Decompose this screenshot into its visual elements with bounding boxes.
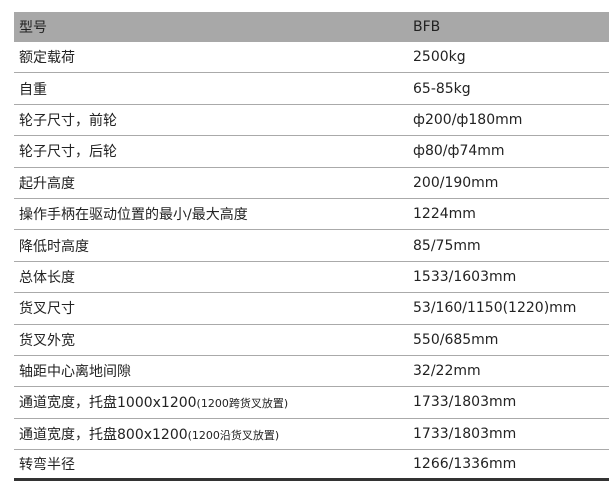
row-label: 货叉外宽 [14,330,413,350]
row-value: 1733/1803mm [413,394,517,411]
row-label: 轴距中心离地间隙 [14,361,413,381]
row-value: 85/75mm [413,237,481,254]
row-label-text: 货叉尺寸 [19,301,75,318]
spec-table: 型号 BFB 额定载荷 2500kg 自重 65-85kg 轮子尺寸，前轮 ф200/ф1… [14,12,609,482]
row-label: 轮子尺寸，前轮 [14,110,413,130]
table-row: 降低时高度 85/75mm [14,230,609,262]
row-value: 200/190mm [413,174,499,191]
row-label-text: 通道宽度，托盘800x1200 [19,426,188,443]
row-label-note: (1200跨货叉放置) [196,397,289,411]
row-label: 总体长度 [14,267,413,287]
row-label-text: 自重 [19,81,47,98]
table-row: 起升高度 200/190mm [14,168,609,199]
row-value: ф80/ф74mm [413,143,505,160]
row-value: 53/160/1150(1220)mm [413,300,577,317]
table-row: 轮子尺寸，前轮 ф200/ф180mm [14,105,609,137]
row-label: 操作手柄在驱动位置的最小/最大高度 [14,204,413,224]
row-label-text: 货叉外宽 [19,332,75,349]
table-header: 型号 BFB [14,12,609,42]
row-value: 1733/1803mm [413,425,517,442]
table-row: 自重 65-85kg [14,73,609,105]
header-value: BFB [413,19,441,35]
table-row: 额定载荷 2500kg [14,42,609,74]
row-value: 32/22mm [413,363,481,380]
row-label-text: 轴距中心离地间隙 [19,364,131,381]
table-row: 通道宽度，托盘1000x1200(1200跨货叉放置) 1733/1803mm [14,387,609,419]
row-value: 1224mm [413,206,476,223]
table-row: 轮子尺寸，后轮 ф80/ф74mm [14,136,609,168]
table-row: 通道宽度，托盘800x1200(1200沿货叉放置) 1733/1803mm [14,419,609,451]
row-label: 货叉尺寸 [14,298,413,318]
table-row: 轴距中心离地间隙 32/22mm [14,356,609,388]
row-label: 转弯半径 [14,454,413,474]
row-label-text: 总体长度 [19,269,75,286]
row-label-text: 降低时高度 [19,238,89,255]
table-row: 转弯半径 1266/1336mm [14,450,609,482]
row-label: 通道宽度，托盘1000x1200(1200跨货叉放置) [14,392,413,412]
row-label: 起升高度 [14,173,413,193]
row-label-text: 起升高度 [19,175,75,192]
table-row: 操作手柄在驱动位置的最小/最大高度 1224mm [14,199,609,231]
row-label: 自重 [14,79,413,99]
row-label-text: 额定载荷 [19,50,75,67]
row-label-text: 通道宽度，托盘1000x1200 [19,395,197,412]
table-row: 总体长度 1533/1603mm [14,262,609,294]
row-value: ф200/ф180mm [413,111,523,128]
row-label-text: 操作手柄在驱动位置的最小/最大高度 [19,207,248,224]
table-row: 货叉外宽 550/685mm [14,325,609,356]
row-value: 1533/1603mm [413,268,517,285]
row-label: 降低时高度 [14,236,413,256]
row-label: 轮子尺寸，后轮 [14,141,413,161]
row-value: 550/685mm [413,331,499,348]
row-value: 65-85kg [413,80,471,97]
row-label-text: 轮子尺寸，前轮 [19,112,117,129]
table-row: 货叉尺寸 53/160/1150(1220)mm [14,293,609,325]
row-label: 额定载荷 [14,47,413,67]
row-label-note: (1200沿货叉放置) [187,428,280,442]
row-value: 2500kg [413,49,466,66]
row-label-text: 轮子尺寸，后轮 [19,144,117,161]
row-value: 1266/1336mm [413,456,517,473]
row-label-text: 转弯半径 [19,457,75,474]
row-label: 通道宽度，托盘800x1200(1200沿货叉放置) [14,424,413,444]
header-label: 型号 [19,20,47,36]
